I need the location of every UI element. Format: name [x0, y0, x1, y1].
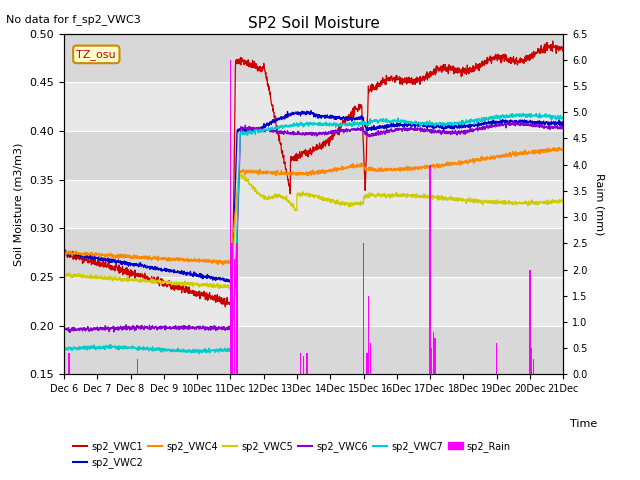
Bar — [68, 353, 70, 374]
Bar — [136, 359, 138, 374]
Bar — [496, 343, 497, 374]
Bar — [366, 353, 367, 374]
Bar — [300, 353, 301, 374]
Bar — [64, 228, 563, 277]
Text: Time: Time — [570, 419, 597, 429]
Bar — [64, 277, 563, 326]
Bar — [368, 296, 369, 374]
Title: SP2 Soil Moisture: SP2 Soil Moisture — [248, 16, 380, 31]
Y-axis label: Raim (mm): Raim (mm) — [595, 173, 604, 235]
Text: TZ_osu: TZ_osu — [77, 49, 116, 60]
Bar — [363, 243, 364, 374]
Y-axis label: Soil Moisture (m3/m3): Soil Moisture (m3/m3) — [14, 142, 24, 266]
Bar — [429, 165, 431, 374]
Bar — [236, 243, 237, 374]
Bar — [433, 333, 434, 374]
Bar — [369, 343, 371, 374]
Bar — [532, 359, 534, 374]
Bar — [303, 356, 304, 374]
Bar — [64, 326, 563, 374]
Legend: sp2_VWC1, sp2_VWC2, sp2_VWC4, sp2_VWC5, sp2_VWC6, sp2_VWC7, sp2_Rain: sp2_VWC1, sp2_VWC2, sp2_VWC4, sp2_VWC5, … — [69, 437, 515, 472]
Bar — [529, 270, 531, 374]
Bar — [234, 259, 235, 374]
Bar — [435, 338, 436, 374]
Bar — [64, 82, 563, 131]
Bar — [307, 353, 308, 374]
Bar — [232, 243, 233, 374]
Text: No data for f_sp2_VWC3: No data for f_sp2_VWC3 — [6, 14, 141, 25]
Bar — [64, 34, 563, 82]
Bar — [64, 180, 563, 228]
Bar — [64, 131, 563, 180]
Bar — [431, 348, 433, 374]
Bar — [531, 348, 532, 374]
Bar — [230, 60, 231, 374]
